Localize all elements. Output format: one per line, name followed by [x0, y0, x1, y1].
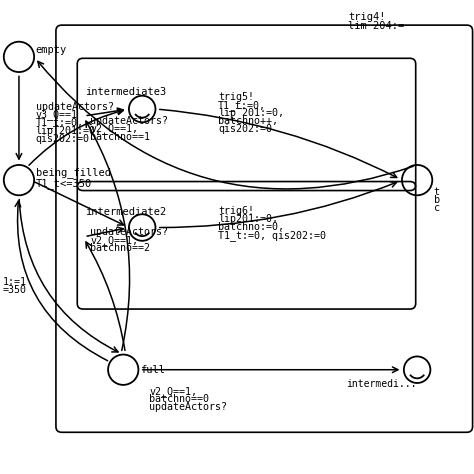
Text: T1_t:=0, qis202:=0: T1_t:=0, qis202:=0 [218, 229, 326, 241]
Text: b: b [434, 195, 440, 205]
Text: updateActors?: updateActors? [90, 116, 168, 126]
Text: batchno==1: batchno==1 [90, 132, 150, 142]
Text: intermediate2: intermediate2 [85, 207, 166, 217]
Text: lip̅201:=0,: lip̅201:=0, [36, 126, 101, 136]
Text: T1_t:=0,: T1_t:=0, [36, 117, 83, 128]
Text: batchno==0: batchno==0 [149, 394, 210, 404]
Text: empty: empty [36, 45, 67, 55]
Text: batchno++,: batchno++, [218, 116, 278, 127]
Text: intermediate3: intermediate3 [85, 87, 166, 98]
Text: batchno==2: batchno==2 [90, 243, 150, 254]
Text: c: c [434, 203, 440, 213]
Text: T1_t:=0,: T1_t:=0, [218, 100, 266, 111]
Text: updateActors?: updateActors? [149, 402, 228, 412]
Text: batchno:=0,: batchno:=0, [218, 222, 284, 232]
Text: updateActors?: updateActors? [36, 101, 114, 112]
Text: t: t [434, 187, 440, 197]
Text: v2_Q==1,: v2_Q==1, [90, 123, 138, 135]
Text: qis202:=0: qis202:=0 [218, 124, 272, 135]
Text: qis202:=0: qis202:=0 [36, 134, 90, 144]
Text: trig4!: trig4! [348, 12, 386, 22]
Text: full: full [140, 365, 165, 375]
Text: T1_t<=350: T1_t<=350 [36, 178, 92, 189]
Text: trig5!: trig5! [218, 92, 254, 102]
Text: v2_Q==1,: v2_Q==1, [90, 235, 138, 246]
Text: v3_Q==1: v3_Q==1 [36, 109, 78, 120]
Text: trig6!: trig6! [218, 206, 254, 216]
Text: 1:=1: 1:=1 [2, 277, 27, 287]
Text: updateActors?: updateActors? [90, 227, 168, 237]
Text: v2_Q==1,: v2_Q==1, [149, 385, 197, 397]
Text: lip̅201:=0,: lip̅201:=0, [218, 108, 284, 118]
Text: intermedi...: intermedi... [346, 379, 417, 389]
Text: being_filled: being_filled [36, 167, 110, 179]
Text: lip201:=0,: lip201:=0, [218, 214, 278, 224]
Text: =350: =350 [2, 285, 27, 295]
Text: lim 204:=: lim 204:= [348, 20, 405, 31]
